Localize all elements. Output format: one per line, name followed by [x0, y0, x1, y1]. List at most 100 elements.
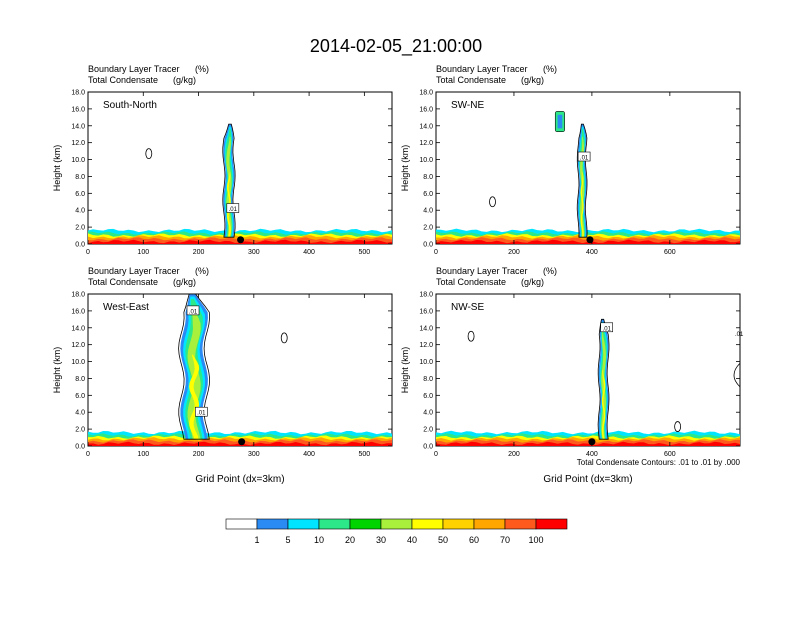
contour-label-top: .01	[189, 309, 198, 315]
header-condensate-unit: (g/kg)	[521, 75, 544, 85]
location-marker	[586, 236, 594, 244]
panel-label: SW-NE	[451, 100, 484, 111]
x-tick-label: 400	[303, 451, 315, 458]
y-tick-label: 12.0	[71, 342, 85, 349]
small-contour-0	[145, 148, 153, 160]
panel-west-east: Boundary Layer Tracer (%) Total Condensate…	[52, 266, 393, 485]
small-contour-0	[280, 332, 288, 344]
header-tracer-label: Boundary Layer Tracer	[88, 266, 180, 276]
y-tick-label: 8.0	[75, 376, 85, 383]
colorbar-swatch-2	[287, 518, 320, 530]
contour-label-box	[577, 151, 591, 162]
y-tick-label: 12.0	[419, 140, 433, 147]
header-condensate-unit: (g/kg)	[173, 277, 196, 287]
y-tick-label: 0.0	[423, 444, 433, 451]
y-tick-label: 16.0	[419, 106, 433, 113]
y-tick-label: 18.0	[71, 90, 85, 97]
y-tick-label: 2.0	[75, 225, 85, 232]
colorbar-label: 100	[528, 535, 543, 545]
header-tracer-unit: (%)	[543, 266, 557, 276]
header-condensate-label: Total Condensate	[88, 75, 158, 85]
x-axis-label: Grid Point (dx=3km)	[195, 474, 284, 485]
contour-label-box	[600, 322, 614, 333]
y-tick-label: 6.0	[423, 393, 433, 400]
x-tick-label: 600	[664, 249, 676, 256]
x-tick-label: 0	[86, 249, 90, 256]
x-tick-label: 0	[434, 451, 438, 458]
colorbar-swatch-3	[318, 518, 351, 530]
colorbar-swatch-9	[504, 518, 537, 530]
surface-layer-5	[88, 239, 392, 244]
y-tick-label: 0.0	[75, 444, 85, 451]
y-axis-label: Height (km)	[400, 145, 410, 192]
plot-frame	[435, 293, 741, 447]
colorbar-swatch-10	[535, 518, 568, 530]
y-tick-label: 0.0	[423, 242, 433, 249]
header-condensate-label: Total Condensate	[436, 75, 506, 85]
colorbar-label: 20	[345, 535, 355, 545]
colorbar-swatch-6	[411, 518, 444, 530]
y-tick-label: 12.0	[419, 342, 433, 349]
figure-title: 2014-02-05_21:00:00	[310, 36, 482, 57]
plume-contour	[597, 318, 610, 440]
panel-label: West-East	[103, 302, 149, 313]
header-tracer-label: Boundary Layer Tracer	[436, 266, 528, 276]
y-tick-label: 4.0	[423, 208, 433, 215]
y-tick-label: 14.0	[71, 123, 85, 130]
colorbar-swatch-1	[256, 518, 289, 530]
y-tick-label: 8.0	[423, 174, 433, 181]
plume-level-4	[580, 172, 584, 238]
y-tick-label: 18.0	[71, 292, 85, 299]
header-tracer-label: Boundary Layer Tracer	[436, 64, 528, 74]
header-tracer-unit: (%)	[195, 64, 209, 74]
panel-sw-ne: Boundary Layer Tracer (%) Total Condensate…	[400, 64, 741, 256]
plume-level-4	[601, 370, 606, 440]
header-condensate-label: Total Condensate	[436, 277, 506, 287]
x-tick-label: 400	[303, 249, 315, 256]
y-tick-label: 6.0	[75, 393, 85, 400]
plot-frame	[87, 293, 393, 447]
y-tick-label: 14.0	[71, 325, 85, 332]
x-tick-label: 500	[359, 249, 371, 256]
contour-label-box	[226, 203, 240, 213]
colorbar-swatch-0	[225, 518, 258, 530]
small-contour-0	[467, 330, 475, 342]
x-tick-label: 600	[664, 451, 676, 458]
y-tick-label: 14.0	[419, 123, 433, 130]
y-tick-label: 18.0	[419, 292, 433, 299]
location-marker	[238, 438, 246, 446]
colorbar-label: 70	[500, 535, 510, 545]
colorbar-swatch-8	[473, 518, 506, 530]
surface-layer-5	[436, 441, 740, 446]
colorbar: 1 5 10 20 30 40 50 60 70 100	[225, 518, 568, 545]
colorbar-label: 30	[376, 535, 386, 545]
y-tick-label: 16.0	[419, 308, 433, 315]
y-tick-label: 14.0	[419, 325, 433, 332]
header-condensate-label: Total Condensate	[88, 277, 158, 287]
colorbar-label: 60	[469, 535, 479, 545]
y-tick-label: 16.0	[71, 308, 85, 315]
y-tick-label: 16.0	[71, 106, 85, 113]
x-tick-label: 0	[434, 249, 438, 256]
location-marker	[588, 438, 596, 446]
edge-contour	[733, 362, 741, 388]
plume-contour	[576, 123, 588, 238]
colorbar-label: 40	[407, 535, 417, 545]
small-contour-1	[674, 421, 682, 432]
contour-label-box	[195, 406, 208, 417]
header-condensate-unit: (g/kg)	[521, 277, 544, 287]
panel-nw-se: Boundary Layer Tracer (%) Total Condensate…	[400, 266, 744, 485]
header-tracer-unit: (%)	[195, 266, 209, 276]
plume-level-4	[189, 354, 200, 440]
plume-contour	[222, 123, 236, 238]
anvil-core	[557, 114, 563, 129]
colorbar-swatch-4	[349, 518, 382, 530]
colorbar-label: 10	[314, 535, 324, 545]
panels: Boundary Layer Tracer (%) Total Condensate…	[52, 64, 744, 485]
y-tick-label: 10.0	[71, 359, 85, 366]
y-tick-label: 18.0	[419, 90, 433, 97]
x-axis-label: Grid Point (dx=3km)	[543, 474, 632, 485]
colorbar-label: 50	[438, 535, 448, 545]
y-tick-label: 12.0	[71, 140, 85, 147]
